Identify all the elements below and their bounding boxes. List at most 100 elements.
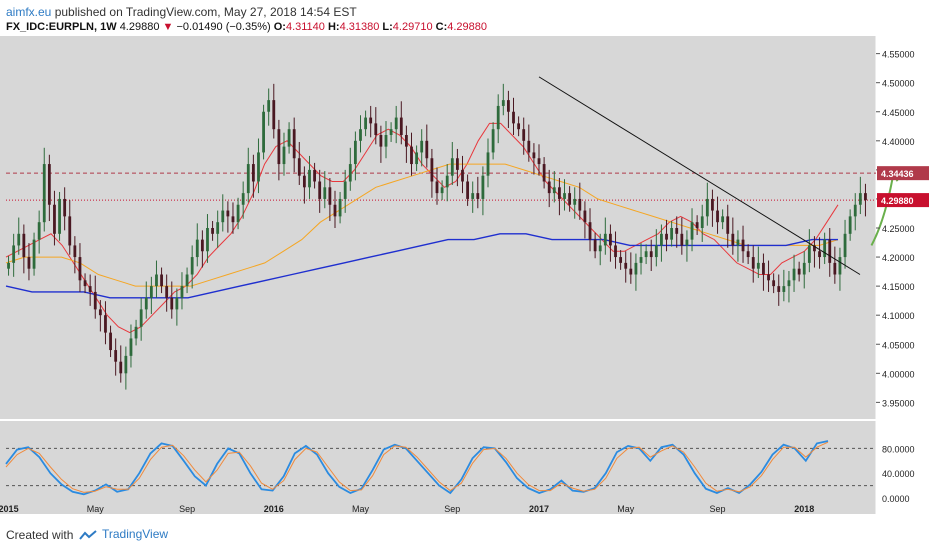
candle-body xyxy=(53,204,56,234)
candle-body xyxy=(231,216,235,223)
stoch-tick-label: 0.0000 xyxy=(882,494,910,504)
candle-body xyxy=(619,257,623,263)
time-tick-label: 2018 xyxy=(794,504,814,514)
candle-body xyxy=(328,187,332,205)
candle-body xyxy=(767,274,770,281)
candle-body xyxy=(558,187,561,199)
candle-body xyxy=(818,251,821,258)
tradingview-logo[interactable]: TradingView xyxy=(78,527,168,541)
candle-body xyxy=(435,181,439,194)
candle-body xyxy=(563,193,566,199)
candle-body xyxy=(282,146,286,165)
price-tick-label: 4.20000 xyxy=(882,253,915,263)
candle-body xyxy=(466,181,470,199)
candle-body xyxy=(634,262,638,275)
candle-body xyxy=(644,251,648,258)
candle-body xyxy=(603,233,607,246)
candle-body xyxy=(711,198,714,211)
candle-body xyxy=(42,164,46,223)
close-label: C: xyxy=(435,21,448,33)
candle-body xyxy=(200,239,204,252)
close-value: 4.29880 xyxy=(447,21,487,33)
candle-body xyxy=(731,233,735,246)
price-tick-label: 4.50000 xyxy=(882,79,915,89)
candle-body xyxy=(532,152,536,159)
price-tick-label: 4.15000 xyxy=(882,282,915,292)
chart-header: aimfx.eu published on TradingView.com, M… xyxy=(0,0,932,42)
candle-body xyxy=(455,158,459,170)
candle-body xyxy=(746,251,750,258)
candle-body xyxy=(104,315,107,333)
time-tick-label: 2015 xyxy=(0,504,19,514)
candle-body xyxy=(522,129,526,141)
candle-body xyxy=(32,239,36,269)
price-tick-label: 4.55000 xyxy=(882,50,915,60)
candle-body xyxy=(547,181,551,194)
candle-body xyxy=(476,193,480,199)
candle-body xyxy=(807,245,811,263)
candle-body xyxy=(58,198,61,234)
candle-body xyxy=(501,100,505,106)
author-link[interactable]: aimfx.eu xyxy=(6,5,52,19)
candles xyxy=(7,83,867,390)
candle-body xyxy=(277,129,281,165)
candle-body xyxy=(7,262,10,269)
candle-body xyxy=(175,297,179,310)
candle-body xyxy=(848,216,852,234)
candle-body xyxy=(450,158,454,176)
candle-body xyxy=(297,158,301,176)
candle-body xyxy=(251,164,255,182)
plot-background xyxy=(0,36,876,514)
price-tick-label: 4.45000 xyxy=(882,108,915,118)
candle-body xyxy=(221,210,225,223)
candle-body xyxy=(68,216,72,246)
low-value: 4.29710 xyxy=(392,21,433,33)
footer: Created with TradingView xyxy=(0,520,932,550)
symbol-label: FX_IDC:EURPLN, 1W xyxy=(6,21,117,33)
candle-body xyxy=(721,216,725,223)
price-tick-label: 4.00000 xyxy=(882,369,915,379)
time-tick-label: Sep xyxy=(179,504,195,514)
change-value: −0.01490 (−0.35%) xyxy=(176,21,271,33)
candle-body xyxy=(802,262,806,275)
candle-body xyxy=(828,239,832,263)
candle-body xyxy=(756,262,760,269)
candle-body xyxy=(425,140,429,159)
candle-body xyxy=(751,257,755,269)
stoch-tick-label: 40.0000 xyxy=(882,469,915,479)
time-tick-label: May xyxy=(617,504,635,514)
candle-body xyxy=(73,245,77,258)
candle-body xyxy=(772,280,776,287)
chart-canvas[interactable]: 80.0000 40.0000 0.0000 4.55000 4.50000 4.450… xyxy=(0,36,932,520)
candle-body xyxy=(838,257,842,275)
candle-body xyxy=(333,204,337,217)
candle-body xyxy=(813,245,816,252)
candle-body xyxy=(338,198,342,217)
candle-body xyxy=(114,350,118,362)
candle-body xyxy=(700,216,704,228)
candle-body xyxy=(37,222,41,240)
candle-body xyxy=(430,158,434,182)
tradingview-cloud-icon xyxy=(79,530,97,540)
candle-body xyxy=(12,245,16,263)
price-tick-label: 3.95000 xyxy=(882,398,915,408)
candle-body xyxy=(670,228,674,240)
candle-body xyxy=(374,123,378,135)
price-axis: 4.550004.500004.450004.400004.350004.300… xyxy=(876,50,929,408)
candle-body xyxy=(292,129,296,159)
candle-body xyxy=(379,135,383,147)
price-tick-label: 4.10000 xyxy=(882,311,915,321)
time-tick-label: Sep xyxy=(444,504,460,514)
candle-body xyxy=(287,129,291,147)
candle-body xyxy=(22,233,26,258)
candle-body xyxy=(369,117,373,124)
last-price-tag xyxy=(877,193,929,208)
candle-body xyxy=(573,198,577,205)
candle-body xyxy=(843,233,847,258)
candle-body xyxy=(864,193,867,201)
candle-body xyxy=(527,140,531,153)
candle-body xyxy=(507,100,510,112)
candle-body xyxy=(486,152,490,176)
projection-arrow-line xyxy=(870,172,895,246)
time-tick-label: May xyxy=(87,504,105,514)
